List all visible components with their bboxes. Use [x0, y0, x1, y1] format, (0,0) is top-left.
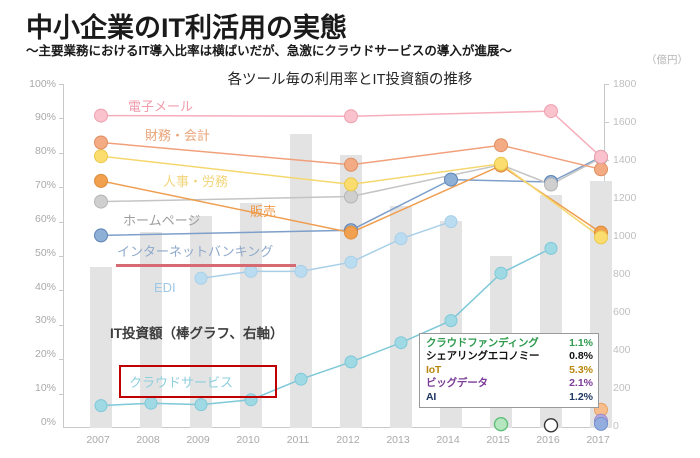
page-title: 中小企業のIT利活用の実態: [26, 13, 347, 43]
tick-left-90: [59, 118, 63, 120]
markers-email: [94, 104, 608, 164]
tick-right-1800: [605, 84, 609, 85]
y-right-tick-600: 600: [613, 306, 631, 318]
x-tick-2009: 2009: [186, 434, 210, 446]
cloud-highlight-box: [119, 365, 277, 398]
line-edi: [200, 220, 452, 280]
tick-left-20: [59, 359, 63, 361]
y-left-tick-60: 60%: [34, 213, 56, 225]
series-label-homepage: ホームページ: [123, 213, 201, 228]
x-tick-2011: 2011: [286, 434, 310, 446]
series-label-sales: 販売: [250, 204, 277, 219]
y-left-tick-0: 0%: [40, 416, 56, 428]
markers-finance: [94, 135, 608, 177]
x-tick-2008: 2008: [136, 434, 160, 446]
legend-row: シェアリングエコノミー 0.8%: [426, 350, 593, 363]
y-right-tick-1400: 1400: [613, 154, 637, 166]
x-tick-2017: 2017: [586, 434, 610, 446]
series-label-cloud: クラウドサービス: [129, 375, 234, 390]
line-hr: [100, 155, 602, 239]
line-sales: [100, 164, 602, 234]
x-tick-2010: 2010: [236, 434, 260, 446]
line-finance: [100, 141, 602, 171]
tick-left-50: [59, 256, 63, 257]
y-left-tick-30: 30%: [34, 314, 56, 326]
y-left-tick-40: 40%: [34, 281, 56, 293]
x-tick-2014: 2014: [436, 434, 460, 446]
legend-name-crowdfunding: クラウドファンディング: [426, 337, 539, 349]
y-left-tick-50: 50%: [34, 247, 56, 259]
markers-cloud: [94, 241, 558, 413]
markers-edi: [194, 215, 458, 285]
series-label-email: 電子メール: [128, 99, 194, 114]
legend-row: クラウドファンディング 1.1%: [426, 337, 593, 350]
axis-bottom-line: [63, 427, 605, 428]
y-right-tick-200: 200: [613, 382, 631, 394]
legend-value-bigdata: 2.1%: [569, 377, 593, 390]
legend-name-bigdata: ビッグデータ: [426, 377, 488, 390]
banking-underline: [116, 264, 296, 267]
y-left-tick-10: 10%: [34, 382, 56, 394]
y-left-tick-70: 70%: [34, 179, 56, 191]
y-right-tick-1800: 1800: [613, 78, 637, 90]
legend-name-ai: AI: [426, 390, 437, 403]
right-axis-unit: （億円）: [646, 54, 688, 66]
series-lines-svg: [94, 104, 608, 433]
tick-left-40: [59, 290, 63, 292]
page-subtitle: 〜主要業務におけるIT導入比率は横ばいだが、急激にクラウドサービスの導入が進展〜: [26, 44, 512, 58]
y-right-tick-1000: 1000: [613, 230, 637, 242]
legend-row: AI 1.2%: [426, 391, 593, 404]
y-right-tick-1600: 1600: [613, 116, 637, 128]
y-left-tick-20: 20%: [34, 348, 56, 360]
tick-left-80: [59, 152, 63, 154]
y-right-tick-0: 0: [613, 420, 619, 432]
bar-2013: [390, 206, 412, 428]
y-right-tick-400: 400: [613, 344, 631, 356]
tick-right-1600: [605, 122, 609, 124]
legend-row: IoT 5.3%: [426, 364, 593, 377]
series-label-finance: 財務・会計: [145, 128, 211, 143]
series-label-banking: インターネットバンキング: [117, 244, 274, 259]
legend-name-sharing-economy: シェアリングエコノミー: [426, 350, 540, 363]
bar-2010: [240, 203, 262, 428]
tick-left-30: [59, 324, 63, 326]
y-left-tick-90: 90%: [34, 111, 56, 123]
line-cloud: [100, 247, 552, 407]
y-left-tick-80: 80%: [34, 145, 56, 157]
legend-value-crowdfunding: 1.1%: [569, 337, 593, 349]
markers-hr: [94, 149, 608, 245]
tick-left-100: [59, 84, 63, 85]
it-investment-label: IT投資額（棒グラフ、右軸）: [110, 326, 284, 341]
legend-name-iot: IoT: [426, 363, 442, 376]
x-tick-2015: 2015: [486, 434, 510, 446]
legend-value-iot: 5.3%: [569, 363, 593, 376]
bar-2011: [290, 133, 312, 428]
bar-2008: [140, 232, 162, 428]
legend-row: ビッグデータ 2.1%: [426, 377, 593, 390]
y-right-tick-1200: 1200: [613, 192, 637, 204]
x-tick-2012: 2012: [336, 434, 360, 446]
tick-left-60: [59, 221, 63, 223]
line-email: [100, 110, 602, 158]
tick-left-70: [59, 187, 63, 189]
x-tick-2013: 2013: [386, 434, 410, 446]
series-label-hr: 人事・労務: [163, 174, 229, 189]
x-tick-2007: 2007: [86, 434, 110, 446]
tick-left-10: [59, 393, 63, 395]
plot-area: 電子メール 財務・会計 人事・労務 ホームページ 販売 インターネットバンキング…: [59, 84, 612, 433]
y-left-tick-100: 100%: [29, 78, 56, 90]
y-right-tick-800: 800: [613, 268, 631, 280]
x-tick-2016: 2016: [536, 434, 560, 446]
axis-left-line: [63, 84, 64, 428]
bar-2009: [190, 215, 212, 428]
chart-title: 各ツール毎の利用率とIT投資額の推移: [227, 72, 473, 88]
new-tech-legend: クラウドファンディング 1.1% シェアリングエコノミー 0.8% IoT 5.…: [419, 333, 599, 409]
series-label-edi: EDI: [154, 280, 176, 295]
bar-2007: [90, 266, 112, 428]
legend-value-sharing-economy: 0.8%: [569, 350, 593, 363]
legend-value-ai: 1.2%: [569, 390, 593, 403]
